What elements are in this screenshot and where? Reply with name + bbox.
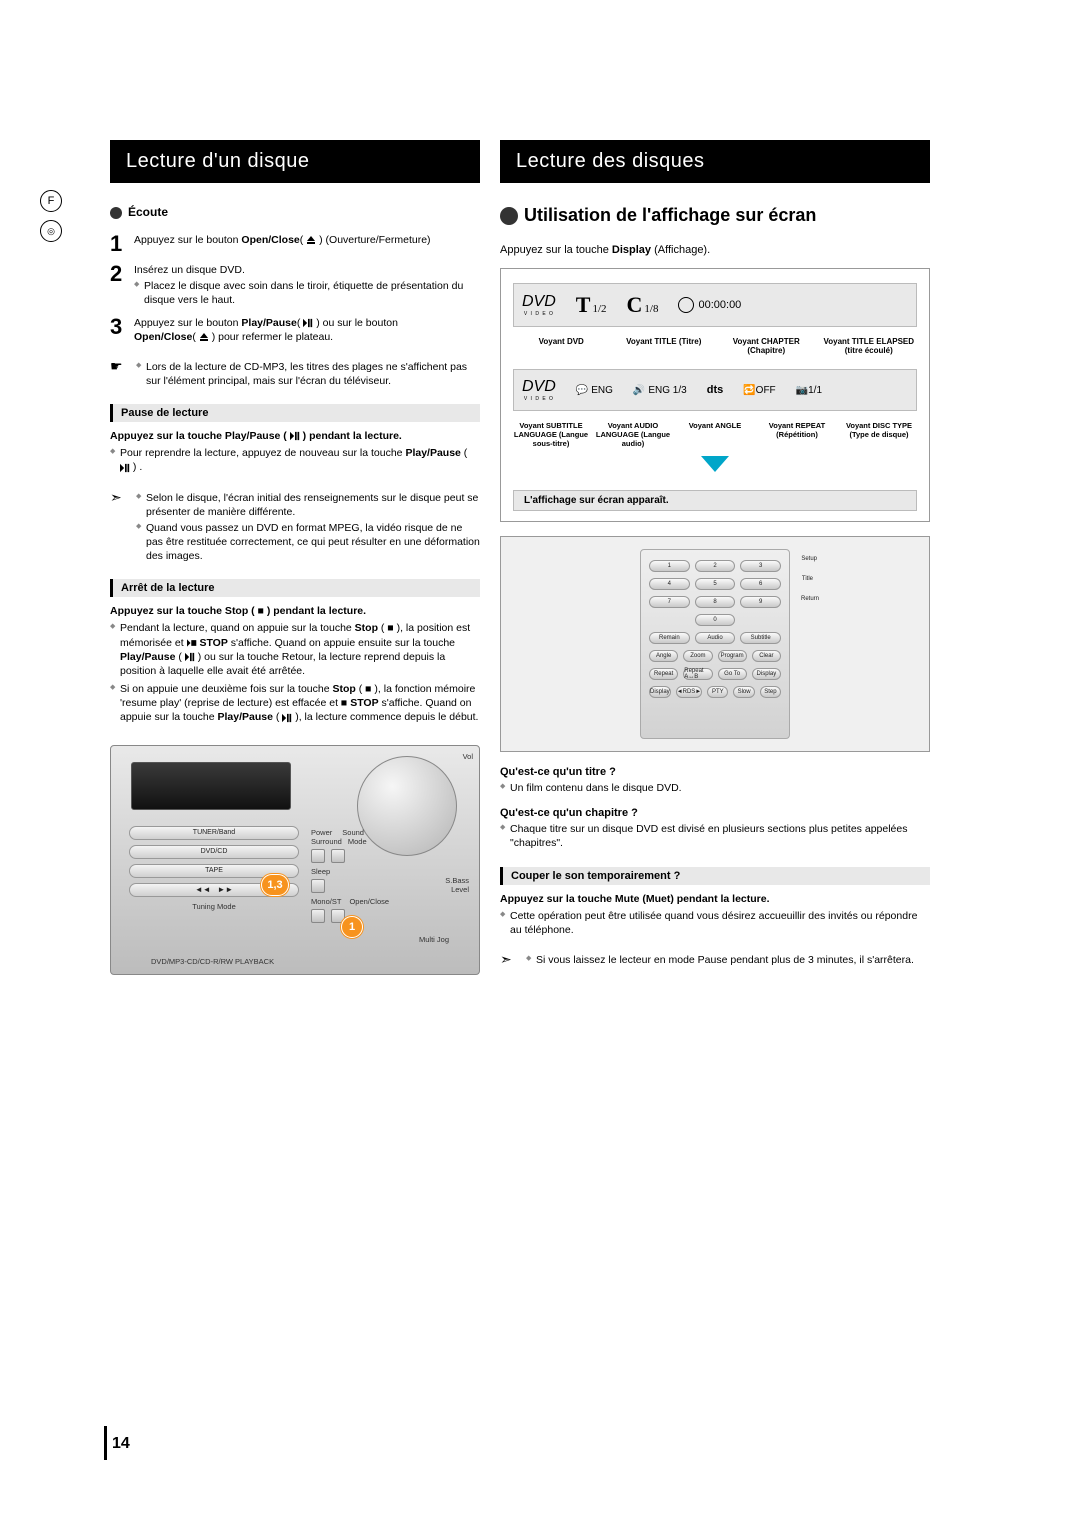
mute-tip-text: Si vous laissez le lecteur en mode Pause… bbox=[526, 953, 930, 967]
osd-appear-label: L'affichage sur écran apparaît. bbox=[513, 490, 917, 511]
note-disc-2: Quand vous passez un DVD en format MPEG,… bbox=[136, 521, 480, 564]
playpause-icon bbox=[290, 431, 300, 441]
step-3-number: 3 bbox=[110, 316, 134, 338]
q-title-head: Qu'est-ce qu'un titre ? bbox=[500, 766, 930, 778]
tuner-button: TUNER/Band bbox=[129, 826, 299, 840]
ecoute-label: Écoute bbox=[128, 205, 168, 219]
clock-icon bbox=[678, 297, 694, 313]
osd-labels-2: Voyant SUBTITLE LANGUAGE (Langue sous-ti… bbox=[513, 421, 917, 448]
right-column: Lecture des disques Utilisation de l'aff… bbox=[500, 140, 930, 982]
stop-instruction: Appuyez sur la touche Stop ( ■ ) pendant… bbox=[110, 605, 480, 617]
left-header: Lecture d'un disque bbox=[110, 140, 480, 183]
eject-icon bbox=[199, 332, 209, 342]
osd-labels-1: Voyant DVD Voyant TITLE (Titre) Voyant C… bbox=[513, 337, 917, 355]
right-header: Lecture des disques bbox=[500, 140, 930, 183]
step-2-body: Insérez un disque DVD. Placez le disque … bbox=[134, 263, 480, 308]
step-3: 3 Appuyez sur le bouton Play/Pause( ) ou… bbox=[110, 316, 480, 344]
step-1-number: 1 bbox=[110, 233, 134, 255]
step-1: 1 Appuyez sur le bouton Open/Close( ) (O… bbox=[110, 233, 480, 255]
bullet-icon bbox=[110, 207, 122, 219]
osd-row-2: DVD V I D E O 💬ENG 🔊ENG 1/3 dts 🔁OFF 📷1/… bbox=[513, 369, 917, 411]
dvdcd-button: DVD/CD bbox=[129, 845, 299, 859]
osd-row-1: DVD V I D E O T1/2 C1/8 00:00:00 bbox=[513, 283, 917, 327]
step-2: 2 Insérez un disque DVD. Placez le disqu… bbox=[110, 263, 480, 308]
mute-para: Cette opération peut être utilisée quand… bbox=[500, 909, 930, 937]
q-title-answer: Un film contenu dans le disque DVD. bbox=[500, 781, 930, 795]
pause-instruction: Appuyez sur la touche Play/Pause ( ) pen… bbox=[110, 430, 480, 442]
step-1-body: Appuyez sur le bouton Open/Close( ) (Ouv… bbox=[134, 233, 480, 247]
arrow-icon: ➣ bbox=[110, 489, 136, 564]
playpause-icon bbox=[303, 318, 313, 328]
stop-para-2: Si on appuie une deuxième fois sur la to… bbox=[110, 682, 480, 725]
note-disc: ➣ Selon le disque, l'écran initial des r… bbox=[110, 489, 480, 564]
arrow-icon: ➣ bbox=[500, 951, 526, 968]
dvd-logo: DVD bbox=[522, 293, 556, 311]
callout-13: 1,3 bbox=[261, 874, 289, 896]
stop-para-1: Pendant la lecture, quand on appuie sur … bbox=[110, 621, 480, 678]
remote-box: Setup Title Return 123 456 789 0 RemainA… bbox=[500, 536, 930, 752]
mute-section-label: Couper le son temporairement ? bbox=[500, 867, 930, 885]
note-mp3: ☛ Lors de la lecture de CD-MP3, les titr… bbox=[110, 358, 480, 388]
eject-icon bbox=[306, 235, 316, 245]
mute-instruction: Appuyez sur la touche Mute (Muet) pendan… bbox=[500, 893, 930, 905]
note-mp3-text: Lors de la lecture de CD-MP3, les titres… bbox=[136, 360, 480, 388]
disc-marker: ◎ bbox=[40, 220, 62, 242]
q-chapter-head: Qu'est-ce qu'un chapitre ? bbox=[500, 807, 930, 819]
mute-tip: ➣ Si vous laissez le lecteur en mode Pau… bbox=[500, 951, 930, 968]
pointer-icon: ☛ bbox=[110, 358, 136, 388]
resume-stop-icon bbox=[187, 638, 197, 648]
vol-label: Vol bbox=[463, 752, 473, 761]
side-markers: F ◎ bbox=[40, 190, 64, 250]
step-3-body: Appuyez sur le bouton Play/Pause( ) ou s… bbox=[134, 316, 480, 344]
tuning-label: Tuning Mode bbox=[129, 902, 299, 911]
device-small-buttons: PowerSound SurroundMode Sleep Mono/STOpe… bbox=[311, 828, 389, 923]
osd-box: DVD V I D E O T1/2 C1/8 00:00:00 Voyant … bbox=[500, 268, 930, 522]
display-intro: Appuyez sur la touche Display (Affichage… bbox=[500, 244, 930, 256]
page-number: 14 bbox=[112, 1435, 130, 1453]
pause-section-label: Pause de lecture bbox=[110, 404, 480, 422]
left-column: Lecture d'un disque Écoute 1 Appuyez sur… bbox=[110, 140, 480, 982]
page-rule bbox=[104, 1426, 107, 1460]
playpause-icon bbox=[120, 463, 130, 473]
ecoute-heading: Écoute bbox=[110, 205, 480, 219]
remote-illustration: Setup Title Return 123 456 789 0 RemainA… bbox=[640, 549, 790, 739]
stop-section-label: Arrêt de la lecture bbox=[110, 579, 480, 597]
language-marker: F bbox=[40, 190, 62, 212]
bullet-icon bbox=[500, 207, 518, 225]
callout-1: 1 bbox=[341, 916, 363, 938]
down-arrow-icon bbox=[701, 456, 729, 472]
pause-resume: Pour reprendre la lecture, appuyez de no… bbox=[110, 446, 480, 474]
right-subheader: Utilisation de l'affichage sur écran bbox=[500, 205, 930, 226]
playpause-icon bbox=[282, 713, 292, 723]
playpause-icon bbox=[185, 652, 195, 662]
q-chapter-answer: Chaque titre sur un disque DVD est divis… bbox=[500, 822, 930, 850]
step-2-sub: Placez le disque avec soin dans le tiroi… bbox=[134, 279, 480, 307]
step-2-number: 2 bbox=[110, 263, 134, 285]
multijog-label: Multi Jog bbox=[419, 935, 449, 944]
device-illustration: Vol TUNER/Band DVD/CD TAPE ◄◄ ►► Tuning … bbox=[110, 745, 480, 975]
device-button-column: TUNER/Band DVD/CD TAPE ◄◄ ►► Tuning Mode bbox=[129, 826, 299, 911]
playback-label: DVD/MP3-CD/CD-R/RW PLAYBACK bbox=[151, 957, 274, 966]
note-disc-1: Selon le disque, l'écran initial des ren… bbox=[136, 491, 480, 519]
device-lcd bbox=[131, 762, 291, 810]
